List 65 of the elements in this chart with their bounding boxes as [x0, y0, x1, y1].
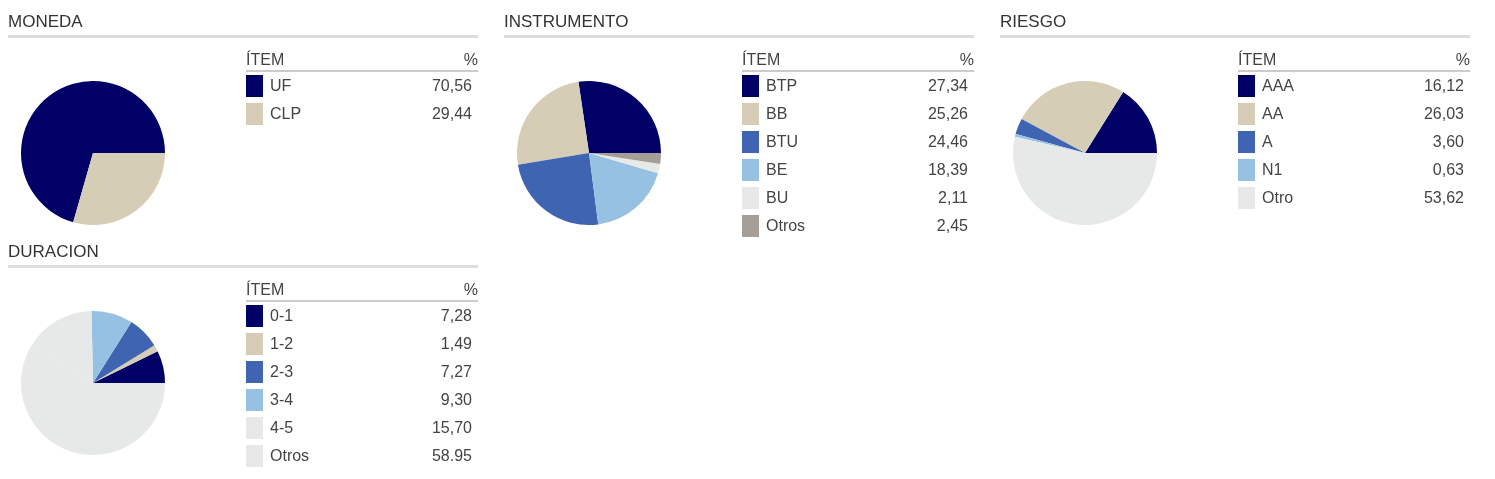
data-label: 25,26 [927, 105, 968, 122]
pie-slice [93, 322, 155, 383]
pie-slice [1015, 118, 1085, 153]
pie-slice [91, 311, 132, 383]
chart-title: MONEDA [8, 12, 83, 31]
pie-slice [517, 81, 589, 165]
data-label: 16,12 [1423, 77, 1464, 94]
legend-label: BE [766, 161, 788, 179]
data-label: 0,63 [1432, 161, 1464, 178]
data-label: 58.95 [431, 447, 472, 464]
pie-slice [1085, 91, 1157, 153]
chart-title: INSTRUMENTO [504, 12, 629, 31]
data-label: 18,39 [927, 161, 968, 178]
legend-label: A [1262, 133, 1273, 151]
pie-slice [93, 351, 165, 383]
legend-label: Otros [766, 217, 806, 235]
pie-slice [517, 153, 599, 225]
data-label: 2,45 [936, 217, 968, 234]
legend-label: 4-5 [270, 419, 294, 437]
data-label: 70,56 [431, 77, 472, 94]
pie-slice [1013, 136, 1157, 225]
data-label: 29,44 [431, 105, 472, 122]
data-label: 7,27 [440, 363, 472, 380]
data-label: 27,34 [927, 77, 968, 94]
legend-title: ÍTEM [246, 280, 285, 300]
pie-slice [1021, 81, 1124, 153]
data-label: 53,62 [1423, 189, 1464, 206]
pie-slice [21, 81, 165, 223]
legend-label: Otros [270, 447, 310, 465]
legend-label: BB [766, 105, 788, 123]
pie-slice [589, 153, 661, 165]
legend-label: BU [766, 189, 789, 207]
data-label: 2,11 [938, 189, 968, 206]
legend-label: N1 [1262, 161, 1283, 179]
chart-title: RIESGO [1000, 12, 1067, 31]
data-label: 7,28 [440, 307, 472, 324]
legend-title: ÍTEM [246, 50, 285, 70]
legend-label: 2-3 [270, 363, 294, 381]
legend-label: AAA [1262, 77, 1295, 95]
legend-label: CLP [270, 105, 302, 123]
legend-label: BTP [766, 77, 798, 95]
legend-label: 1-2 [270, 335, 294, 353]
legend-label: Otro [1262, 189, 1294, 207]
text: % [463, 50, 478, 70]
text: % [463, 280, 478, 300]
text: % [959, 50, 974, 70]
legend-label: 3-4 [270, 391, 294, 409]
legend-title: ÍTEM [1238, 50, 1277, 70]
legend-label: BTU [766, 133, 798, 151]
pie-slice [578, 81, 661, 153]
pie-slice [73, 153, 165, 225]
legend-label: UF [270, 77, 292, 95]
data-label: 15,70 [431, 419, 472, 436]
data-label: 24,46 [927, 133, 968, 150]
legend-title: ÍTEM [742, 50, 781, 70]
data-label: 9,30 [440, 391, 472, 408]
data-label: 26,03 [1423, 105, 1464, 122]
chart-title: DURACION [8, 242, 99, 261]
data-label: 1,49 [440, 335, 472, 352]
legend-label: AA [1262, 105, 1284, 123]
pie-slice [589, 153, 659, 225]
pie-slice [93, 345, 158, 383]
legend-label: 0-1 [270, 307, 294, 325]
text: % [1455, 50, 1470, 70]
data-label: 3,60 [1432, 133, 1464, 150]
